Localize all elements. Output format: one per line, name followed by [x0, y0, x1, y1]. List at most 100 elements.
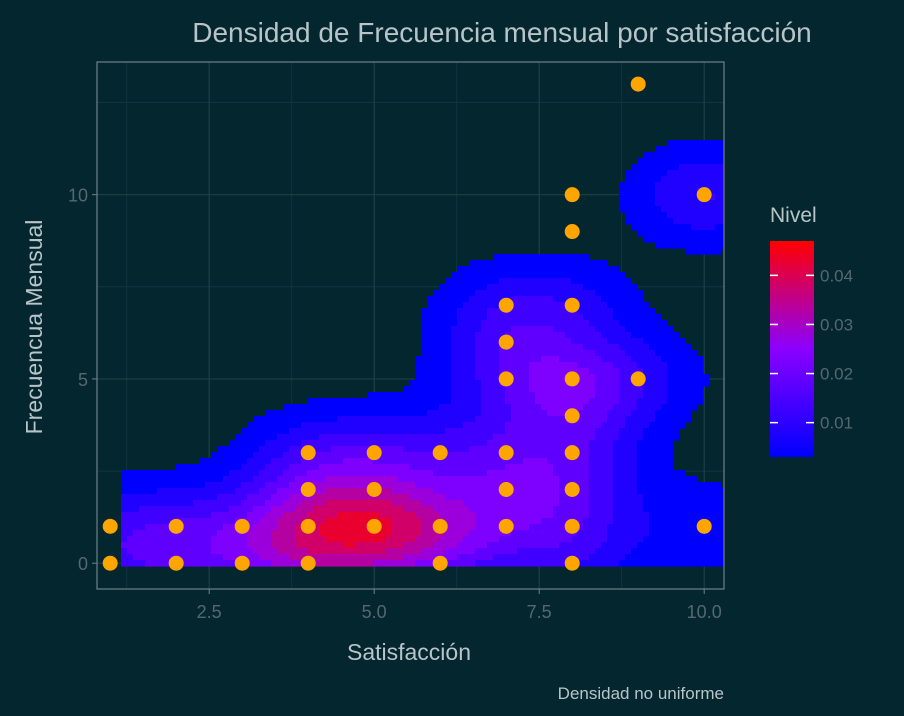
density-cell — [655, 194, 662, 201]
density-cell — [241, 506, 248, 513]
density-cell — [511, 266, 518, 273]
density-cell — [349, 524, 356, 531]
density-cell — [679, 350, 686, 357]
density-cell — [181, 464, 188, 471]
density-cell — [379, 560, 386, 567]
density-cell — [571, 542, 578, 549]
density-cell — [541, 320, 548, 327]
density-cell — [487, 512, 494, 519]
density-cell — [451, 284, 458, 291]
density-cell — [619, 332, 626, 339]
density-cell — [499, 392, 506, 399]
density-cell — [121, 554, 128, 561]
density-cell — [715, 164, 722, 171]
density-cell — [613, 464, 620, 471]
density-cell — [439, 494, 446, 501]
density-cell — [445, 368, 452, 375]
density-cell — [397, 530, 404, 537]
density-cell — [313, 458, 320, 465]
density-cell — [559, 476, 566, 483]
density-cell — [505, 320, 512, 327]
density-cell — [553, 260, 560, 267]
density-cell — [655, 242, 662, 249]
density-cell — [313, 518, 320, 525]
density-cell — [475, 488, 482, 495]
density-cell — [625, 506, 632, 513]
density-cell — [559, 512, 566, 519]
density-cell — [277, 536, 284, 543]
density-cell — [301, 458, 308, 465]
density-cell — [529, 458, 536, 465]
density-cell — [241, 434, 248, 441]
density-cell — [517, 266, 524, 273]
density-cell — [541, 542, 548, 549]
density-cell — [613, 296, 620, 303]
density-cell — [337, 404, 344, 411]
density-cell — [583, 518, 590, 525]
density-cell — [547, 368, 554, 375]
density-cell — [625, 488, 632, 495]
density-cell — [589, 458, 596, 465]
density-cell — [157, 488, 164, 495]
density-cell — [409, 440, 416, 447]
density-cell — [649, 560, 656, 567]
density-cell — [469, 314, 476, 321]
density-cell — [547, 470, 554, 477]
density-cell — [331, 524, 338, 531]
density-cell — [553, 416, 560, 423]
density-cell — [577, 446, 584, 453]
density-cell — [685, 188, 692, 195]
density-cell — [469, 494, 476, 501]
density-cell — [229, 536, 236, 543]
density-cell — [547, 290, 554, 297]
density-cell — [265, 512, 272, 519]
density-cell — [595, 452, 602, 459]
density-cell — [589, 554, 596, 561]
density-cell — [523, 440, 530, 447]
density-cell — [283, 518, 290, 525]
density-cell — [511, 536, 518, 543]
density-cell — [589, 332, 596, 339]
density-cell — [217, 506, 224, 513]
density-cell — [367, 428, 374, 435]
density-cell — [517, 278, 524, 285]
density-cell — [499, 470, 506, 477]
density-cell — [175, 482, 182, 489]
density-cell — [391, 434, 398, 441]
density-cell — [307, 476, 314, 483]
density-cell — [523, 422, 530, 429]
density-cell — [277, 410, 284, 417]
density-cell — [325, 464, 332, 471]
density-cell — [529, 488, 536, 495]
density-cell — [493, 410, 500, 417]
density-cell — [703, 236, 710, 243]
density-cell — [511, 350, 518, 357]
density-cell — [139, 536, 146, 543]
density-cell — [319, 536, 326, 543]
density-cell — [331, 440, 338, 447]
density-cell — [637, 182, 644, 189]
density-cell — [667, 446, 674, 453]
density-cell — [595, 386, 602, 393]
density-cell — [289, 542, 296, 549]
density-cell — [259, 452, 266, 459]
density-cell — [433, 362, 440, 369]
density-cell — [217, 530, 224, 537]
density-cell — [571, 386, 578, 393]
density-cell — [559, 380, 566, 387]
density-cell — [247, 470, 254, 477]
density-cell — [301, 536, 308, 543]
density-cell — [607, 416, 614, 423]
density-cell — [517, 560, 524, 567]
density-cell — [547, 278, 554, 285]
density-cell — [253, 542, 260, 549]
density-cell — [655, 170, 662, 177]
density-cell — [463, 368, 470, 375]
density-cell — [511, 314, 518, 321]
density-cell — [469, 560, 476, 567]
density-cell — [487, 326, 494, 333]
density-cell — [277, 446, 284, 453]
density-cell — [313, 452, 320, 459]
density-cell — [463, 422, 470, 429]
density-cell — [667, 554, 674, 561]
